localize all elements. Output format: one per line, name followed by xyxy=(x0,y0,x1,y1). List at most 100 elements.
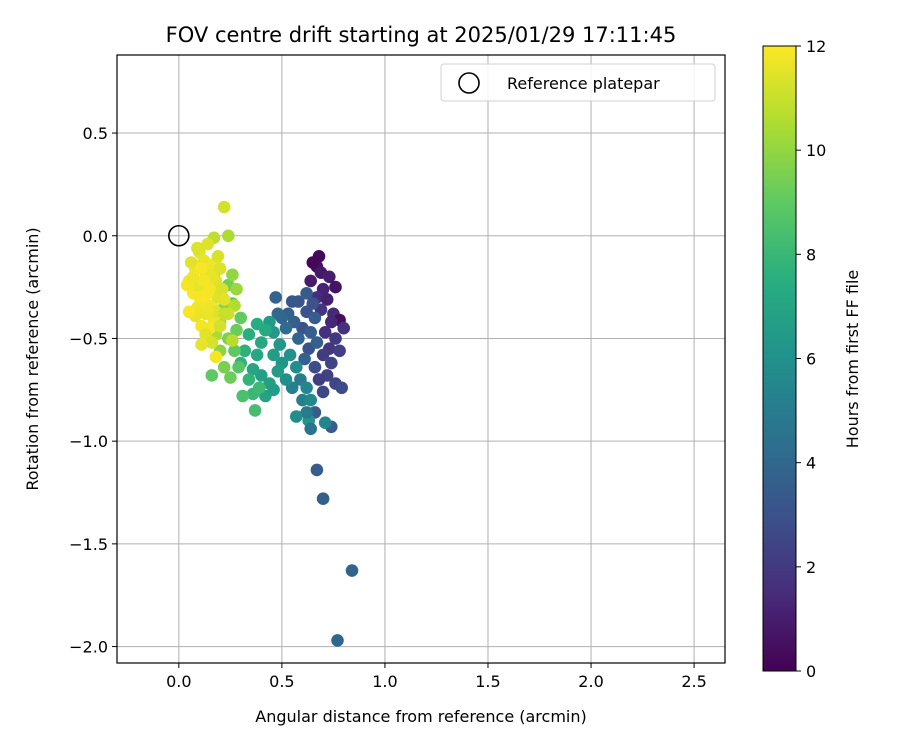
scatter-point xyxy=(230,323,243,337)
scatter-point xyxy=(285,295,299,308)
x-tick-label: 2.5 xyxy=(681,672,706,691)
scatter-point xyxy=(318,416,332,430)
scatter-point xyxy=(252,381,266,395)
scatter-point xyxy=(300,406,313,419)
scatter-point xyxy=(215,282,229,296)
scatter-point xyxy=(213,319,227,333)
data-points xyxy=(180,200,359,647)
chart-title: FOV centre drift starting at 2025/01/29 … xyxy=(166,23,677,47)
colorbar-ticks: 0 2 4 6 8 10 12 xyxy=(796,37,826,681)
scatter-point xyxy=(304,422,318,436)
scatter-point xyxy=(290,360,303,374)
scatter-point xyxy=(325,315,338,329)
x-tick-label: 0.5 xyxy=(269,672,294,691)
scatter-point xyxy=(182,305,196,319)
scatter-point xyxy=(300,287,313,300)
colorbar-tick-label: 0 xyxy=(806,662,816,681)
scatter-point xyxy=(308,360,322,374)
scatter-point xyxy=(310,336,324,349)
legend-entry-label: Reference platepar xyxy=(507,74,660,93)
legend-box xyxy=(440,63,716,102)
y-axis-ticks: 0.5 0.0 −0.5 −1.0 −1.5 −2.0 xyxy=(69,124,117,657)
scatter-point xyxy=(217,200,231,214)
scatter-point xyxy=(250,317,264,331)
scatter-point xyxy=(232,360,245,374)
x-tick-label: 2.0 xyxy=(578,672,603,691)
scatter-point xyxy=(318,326,332,339)
legend-open-circle-icon xyxy=(458,72,480,94)
scatter-point xyxy=(187,270,200,284)
y-tick-label: −1.5 xyxy=(69,535,108,554)
x-axis-ticks: 0.0 0.5 1.0 1.5 2.0 2.5 xyxy=(166,663,707,691)
scatter-point xyxy=(316,492,330,506)
scatter-point xyxy=(271,365,285,378)
plot-frame xyxy=(116,54,726,664)
y-tick-label: −2.0 xyxy=(69,638,108,657)
scatter-point xyxy=(331,634,344,647)
scatter-point xyxy=(304,393,318,407)
scatter-point xyxy=(316,348,330,362)
scatter-point xyxy=(300,381,313,395)
y-axis-label: Rotation from reference (arcmin) xyxy=(23,227,42,490)
scatter-point xyxy=(217,293,231,306)
legend: Reference platepar xyxy=(440,63,716,102)
x-tick-label: 0.0 xyxy=(166,672,191,691)
y-tick-label: −1.0 xyxy=(69,432,108,451)
x-tick-label: 1.5 xyxy=(475,672,500,691)
scatter-point xyxy=(283,348,297,362)
scatter-point xyxy=(320,293,334,306)
scatter-point xyxy=(250,348,264,362)
scatter-point xyxy=(197,274,210,288)
scatter-point xyxy=(310,463,324,477)
scatter-point xyxy=(193,291,206,304)
colorbar-tick-label: 4 xyxy=(806,454,816,473)
colorbar-gradient xyxy=(762,45,797,672)
grid-lines xyxy=(117,55,725,663)
scatter-point xyxy=(292,332,305,345)
scatter-point xyxy=(325,356,338,370)
scatter-point xyxy=(228,344,241,358)
scatter-point xyxy=(329,332,342,345)
scatter-point xyxy=(279,373,293,386)
scatter-point xyxy=(248,404,262,417)
scatter-point xyxy=(217,360,231,374)
scatter-point xyxy=(201,237,214,251)
scatter-point xyxy=(222,229,235,243)
scatter-point xyxy=(195,338,208,351)
scatter-point xyxy=(304,326,318,339)
scatter-point xyxy=(234,311,247,325)
scatter-point xyxy=(279,321,293,335)
y-tick-label: 0.5 xyxy=(83,124,108,143)
scatter-point xyxy=(224,371,237,384)
scatter-point xyxy=(226,334,239,347)
scatter-point xyxy=(312,373,326,386)
scatter-point xyxy=(209,350,223,364)
scatter-point xyxy=(211,249,225,263)
scatter-point xyxy=(290,410,303,423)
y-tick-label: 0.0 xyxy=(83,227,108,246)
scatter-point xyxy=(333,344,346,358)
scatter-point xyxy=(337,321,351,335)
scatter-point xyxy=(269,291,283,304)
scatter-point xyxy=(230,282,243,296)
scatter-point xyxy=(271,307,285,321)
scatter-point xyxy=(238,344,252,358)
scatter-point xyxy=(205,369,219,382)
scatter-point xyxy=(267,383,280,397)
colorbar-tick-label: 12 xyxy=(806,37,826,56)
reference-point-marker xyxy=(168,224,190,247)
colorbar-tick-label: 10 xyxy=(806,141,826,160)
scatter-point xyxy=(205,336,219,349)
scatter-point xyxy=(236,389,249,403)
scatter-point xyxy=(273,338,287,351)
colorbar-tick-label: 8 xyxy=(806,245,816,264)
scatter-point xyxy=(335,381,349,395)
scatter-point xyxy=(195,262,208,275)
scatter-point xyxy=(191,241,204,255)
scatter-point xyxy=(242,373,256,386)
scatter-point xyxy=(213,262,227,275)
scatter-point xyxy=(298,352,311,366)
scatter-point xyxy=(267,348,280,362)
scatter-point xyxy=(226,268,239,282)
scatter-point xyxy=(306,256,320,269)
